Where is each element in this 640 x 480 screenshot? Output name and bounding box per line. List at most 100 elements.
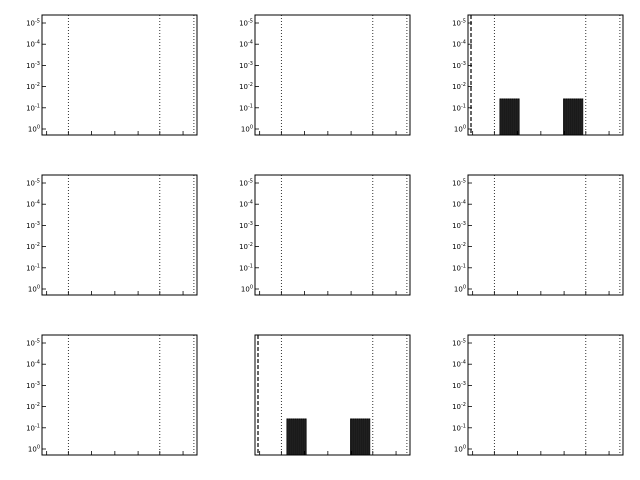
y-tick-label: 100: [28, 125, 40, 134]
y-tick-label: 10-3: [26, 61, 40, 70]
y-tick-label: 10-4: [239, 40, 253, 49]
y-tick-label: 10-4: [239, 200, 253, 209]
y-tick-exponent: -3: [248, 61, 253, 67]
y-tick-exponent: -2: [461, 242, 466, 248]
y-tick-label: 100: [241, 285, 253, 294]
y-tick-exponent: -4: [461, 40, 466, 46]
y-tick-label: 10-2: [239, 82, 253, 91]
y-tick-exponent: 0: [250, 125, 253, 131]
plot-frame: [41, 14, 198, 136]
y-tick-label: 100: [28, 285, 40, 294]
y-tick-label: 10-3: [26, 381, 40, 390]
y-tick-label: 10-1: [239, 103, 253, 112]
event-spike-cluster: [350, 418, 371, 456]
y-tick-exponent: -3: [35, 381, 40, 387]
y-tick-exponent: 0: [37, 445, 40, 451]
y-tick-exponent: -4: [35, 200, 40, 206]
plot-frame: [254, 14, 411, 136]
y-tick-label: 100: [454, 445, 466, 454]
y-tick-exponent: -3: [461, 61, 466, 67]
y-tick-exponent: -2: [461, 82, 466, 88]
y-tick-label: 10-1: [239, 263, 253, 272]
y-tick-label: 10-3: [26, 221, 40, 230]
y-tick-label: 10-4: [26, 40, 40, 49]
panel-4: 100 10-1 10-2 10-3 10-4 10-5: [26, 174, 198, 296]
y-tick-label: 10-2: [239, 242, 253, 251]
y-tick-exponent: -5: [35, 179, 40, 185]
plot-frame: [41, 174, 198, 296]
y-tick-label: 10-2: [26, 402, 40, 411]
y-tick-exponent: -5: [461, 339, 466, 345]
y-tick-exponent: -1: [248, 103, 253, 109]
y-tick-exponent: -2: [248, 82, 253, 88]
y-tick-label: 10-5: [452, 179, 466, 188]
y-tick-exponent: -3: [35, 61, 40, 67]
y-tick-label: 10-2: [452, 82, 466, 91]
y-tick-exponent: -4: [248, 200, 253, 206]
y-tick-exponent: -5: [35, 19, 40, 25]
y-tick-exponent: -2: [248, 242, 253, 248]
plot-frame: [41, 334, 198, 456]
y-tick-label: 10-3: [452, 61, 466, 70]
y-tick-exponent: -1: [461, 103, 466, 109]
plot-frame: [467, 174, 624, 296]
event-spike-cluster: [563, 98, 584, 136]
y-tick-label: 100: [28, 445, 40, 454]
y-tick-label: 10-3: [452, 221, 466, 230]
y-tick-exponent: -3: [461, 221, 466, 227]
plot-frame: [254, 174, 411, 296]
y-tick-label: 10-5: [452, 19, 466, 28]
y-tick-label: 10-5: [26, 339, 40, 348]
y-tick-label: 10-4: [452, 360, 466, 369]
panel-7: 100 10-1 10-2 10-3 10-4 10-5: [26, 334, 198, 456]
y-tick-exponent: -1: [35, 263, 40, 269]
plot-frame: [467, 334, 624, 456]
y-tick-exponent: -1: [461, 263, 466, 269]
y-tick-exponent: -1: [35, 423, 40, 429]
y-tick-label: 10-4: [26, 360, 40, 369]
y-tick-exponent: -3: [35, 221, 40, 227]
y-tick-label: 10-1: [452, 103, 466, 112]
y-tick-label: 10-2: [26, 242, 40, 251]
y-tick-label: 10-5: [452, 339, 466, 348]
y-tick-label: 10-3: [452, 381, 466, 390]
y-tick-label: 10-1: [452, 423, 466, 432]
y-tick-label: 100: [454, 285, 466, 294]
y-tick-exponent: 0: [250, 285, 253, 291]
event-spike-cluster: [499, 98, 520, 136]
y-tick-exponent: 0: [463, 125, 466, 131]
y-tick-label: 10-1: [452, 263, 466, 272]
y-tick-exponent: -5: [35, 339, 40, 345]
panel-6: 100 10-1 10-2 10-3 10-4 10-5: [452, 174, 624, 296]
y-tick-label: 10-4: [452, 40, 466, 49]
y-tick-exponent: 0: [37, 125, 40, 131]
panel-9: 100 10-1 10-2 10-3 10-4 10-5: [452, 334, 624, 456]
y-tick-exponent: -4: [35, 360, 40, 366]
y-tick-label: 10-3: [239, 61, 253, 70]
panel-2: 100 10-1 10-2 10-3 10-4 10-5: [239, 14, 411, 136]
y-tick-label: 10-1: [26, 263, 40, 272]
y-tick-exponent: 0: [463, 445, 466, 451]
y-tick-exponent: -2: [35, 402, 40, 408]
y-tick-exponent: -2: [35, 82, 40, 88]
y-tick-exponent: -4: [35, 40, 40, 46]
y-tick-exponent: 0: [37, 285, 40, 291]
y-tick-exponent: -5: [248, 179, 253, 185]
y-tick-exponent: -4: [461, 200, 466, 206]
event-spike-cluster: [286, 418, 307, 456]
y-tick-label: 10-5: [239, 179, 253, 188]
y-tick-label: 100: [454, 125, 466, 134]
y-tick-exponent: -3: [248, 221, 253, 227]
y-tick-label: 10-5: [26, 19, 40, 28]
plot-frame: [254, 334, 411, 456]
y-tick-label: 100: [241, 125, 253, 134]
panel-1: 100 10-1 10-2 10-3 10-4 10-5: [26, 14, 198, 136]
y-tick-label: 10-5: [239, 19, 253, 28]
y-tick-exponent: -5: [248, 19, 253, 25]
y-tick-exponent: -2: [35, 242, 40, 248]
y-tick-exponent: -2: [461, 402, 466, 408]
panel-3: 100 10-1 10-2 10-3 10-4 10-5: [452, 14, 624, 136]
y-tick-exponent: -1: [35, 103, 40, 109]
y-tick-label: 10-3: [239, 221, 253, 230]
